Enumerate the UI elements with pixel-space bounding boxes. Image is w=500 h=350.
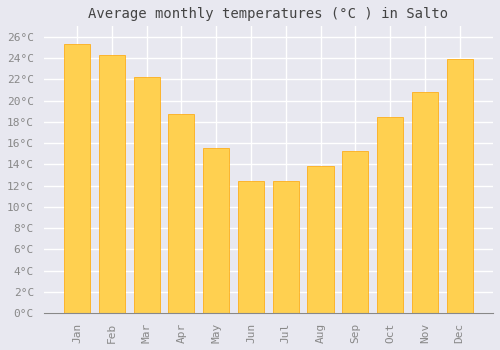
Bar bbox=[446, 59, 472, 313]
Bar bbox=[64, 44, 90, 313]
Bar bbox=[377, 117, 403, 313]
Bar bbox=[203, 148, 229, 313]
Bar bbox=[412, 92, 438, 313]
Bar bbox=[342, 150, 368, 313]
Bar bbox=[168, 114, 194, 313]
Bar bbox=[134, 77, 160, 313]
Bar bbox=[272, 181, 299, 313]
Bar bbox=[99, 55, 125, 313]
Title: Average monthly temperatures (°C ) in Salto: Average monthly temperatures (°C ) in Sa… bbox=[88, 7, 448, 21]
Bar bbox=[238, 181, 264, 313]
Bar bbox=[308, 167, 334, 313]
